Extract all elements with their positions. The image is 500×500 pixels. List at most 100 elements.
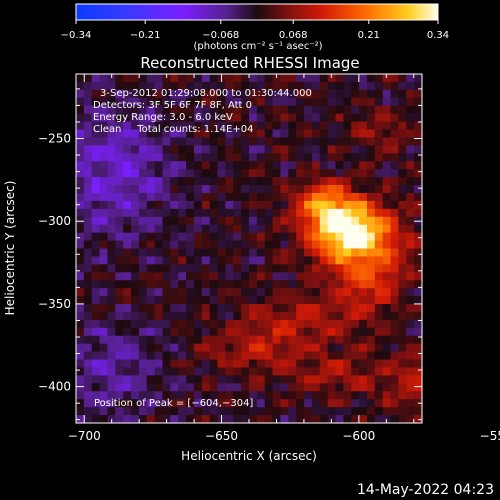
heatmap-cell <box>390 264 400 273</box>
heatmap-cell <box>123 185 132 194</box>
heatmap-cell <box>186 248 195 258</box>
heatmap-cell <box>154 216 164 226</box>
heatmap-cell <box>225 375 234 384</box>
heatmap-cell <box>154 97 164 107</box>
heatmap-cell <box>170 248 179 258</box>
heatmap-cell <box>374 224 384 234</box>
heatmap-cell <box>406 216 415 226</box>
heatmap-cell <box>351 264 360 273</box>
heatmap-cell <box>351 343 360 353</box>
heatmap-cell <box>256 192 266 202</box>
heatmap-cell <box>201 351 211 361</box>
heatmap-cell <box>296 248 305 258</box>
heatmap-cell <box>83 177 93 186</box>
heatmap-cell <box>280 383 289 392</box>
heatmap-cell <box>193 399 203 408</box>
heatmap-cell <box>233 185 242 194</box>
heatmap-cell <box>414 351 423 361</box>
heatmap-cell <box>335 264 344 273</box>
heatmap-cell <box>233 280 242 289</box>
heatmap-cell <box>178 81 187 91</box>
heatmap-cell <box>319 248 329 258</box>
heatmap-cell <box>366 161 376 170</box>
heatmap-cell <box>225 407 234 416</box>
heatmap-cell <box>335 81 344 91</box>
heatmap-cell <box>374 319 384 329</box>
heatmap-cell <box>406 177 415 186</box>
colorbar-tick-label: −0.34 <box>61 30 92 41</box>
heatmap-cell <box>233 304 242 313</box>
heatmap-cell <box>154 153 164 162</box>
heatmap-cell <box>374 351 384 361</box>
heatmap-cell <box>335 232 344 242</box>
heatmap-cell <box>398 145 407 154</box>
heatmap-cell <box>186 89 195 99</box>
heatmap-cell <box>76 113 85 123</box>
heatmap-cell <box>351 383 360 392</box>
heatmap-cell <box>249 232 258 242</box>
heatmap-cell <box>406 367 415 377</box>
heatmap-cell <box>311 248 321 258</box>
heatmap-cell <box>146 121 156 131</box>
heatmap-cell <box>304 335 313 345</box>
heatmap-cell <box>414 319 423 329</box>
heatmap-cell <box>335 375 344 384</box>
heatmap-cell <box>351 288 360 297</box>
heatmap-cell <box>99 74 109 83</box>
heatmap-cell <box>280 272 289 281</box>
heatmap-cell <box>154 327 164 337</box>
heatmap-cell <box>154 129 164 139</box>
heatmap-cell <box>335 97 344 107</box>
heatmap-cell <box>225 74 234 83</box>
heatmap-cell <box>201 359 211 369</box>
heatmap-cell <box>374 145 384 154</box>
heatmap-cell <box>123 145 132 154</box>
heatmap-cell <box>398 391 407 400</box>
heatmap-cell <box>146 208 156 218</box>
heatmap-cell <box>241 89 250 99</box>
heatmap-cell <box>398 113 407 123</box>
heatmap-cell <box>351 74 360 83</box>
heatmap-cell <box>249 343 258 353</box>
heatmap-cell <box>154 343 164 353</box>
heatmap-cell <box>249 272 258 281</box>
heatmap-cell <box>382 240 392 250</box>
heatmap-cell <box>256 169 266 178</box>
heatmap-cell <box>91 256 101 265</box>
heatmap-cell <box>209 185 219 194</box>
heatmap-cell <box>264 89 274 99</box>
heatmap-cell <box>115 185 124 194</box>
heatmap-cell <box>335 161 344 170</box>
heatmap-cell <box>335 304 344 313</box>
heatmap-cell <box>382 335 392 345</box>
heatmap-cell <box>170 81 179 91</box>
heatmap-cell <box>170 367 179 377</box>
heatmap-cell <box>406 256 415 265</box>
heatmap-cell <box>280 105 289 115</box>
heatmap-cell <box>374 256 384 265</box>
heatmap-cell <box>107 97 116 107</box>
heatmap-cell <box>241 232 250 242</box>
heatmap-cell <box>359 280 368 289</box>
heatmap-cell <box>99 407 109 416</box>
heatmap-cell <box>296 192 305 202</box>
heatmap-cell <box>193 145 203 154</box>
heatmap-cell <box>406 145 415 154</box>
heatmap-cell <box>382 216 392 226</box>
heatmap-cell <box>241 280 250 289</box>
heatmap-cell <box>131 415 140 424</box>
heatmap-cell <box>398 105 407 115</box>
heatmap-cell <box>327 121 337 131</box>
heatmap-cell <box>288 272 297 281</box>
heatmap-cell <box>374 105 384 115</box>
heatmap-cell <box>107 343 116 353</box>
heatmap-cell <box>178 383 187 392</box>
heatmap-cell <box>288 327 297 337</box>
heatmap-cell <box>374 81 384 91</box>
heatmap-cell <box>76 121 85 131</box>
heatmap-cell <box>288 256 297 265</box>
heatmap-cell <box>414 248 423 258</box>
heatmap-cell <box>76 335 85 345</box>
heatmap-cell <box>272 319 282 329</box>
heatmap-cell <box>304 264 313 273</box>
